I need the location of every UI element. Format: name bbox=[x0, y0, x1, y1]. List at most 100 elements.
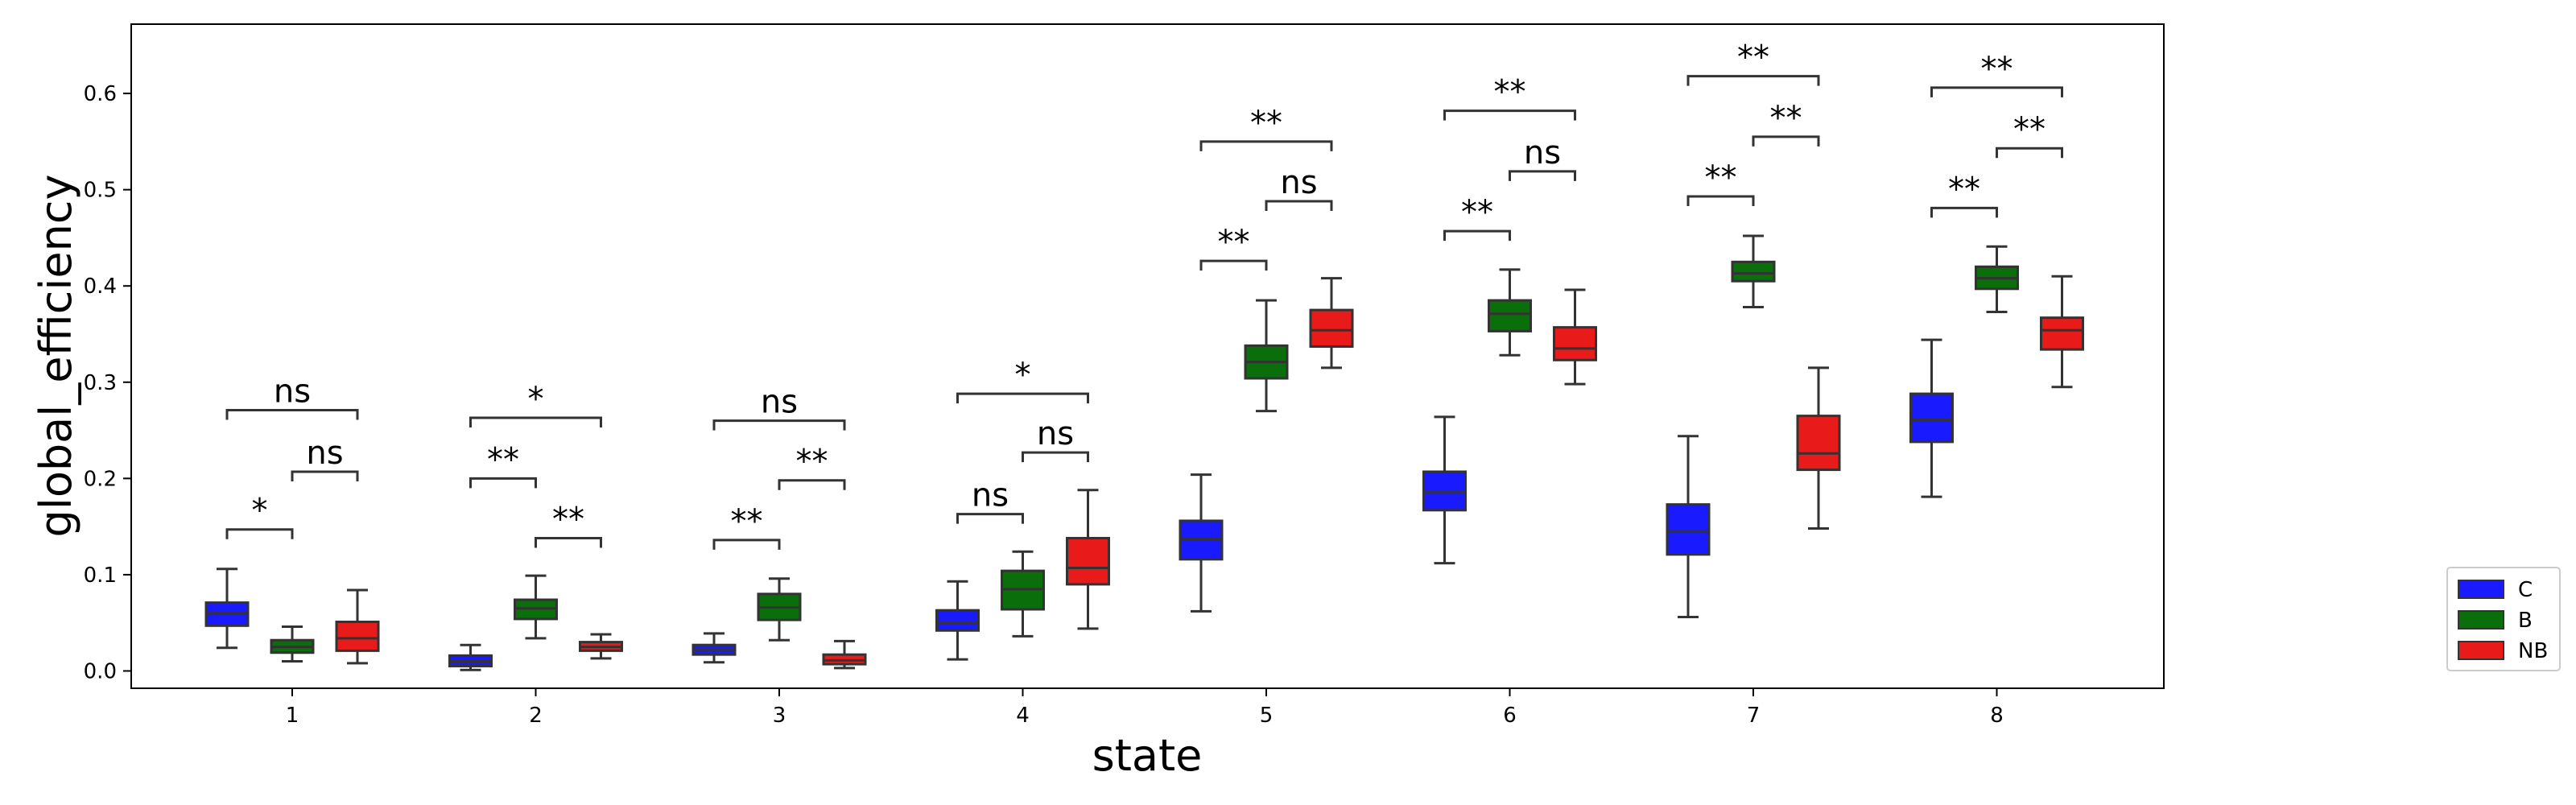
bracket-line bbox=[1686, 75, 1820, 86]
box-b-state-5 bbox=[1244, 299, 1289, 413]
y-tick-label: 0.2 bbox=[84, 467, 117, 491]
bracket-line bbox=[1199, 140, 1333, 151]
box-body bbox=[1553, 326, 1597, 361]
bracket-line bbox=[469, 477, 537, 489]
box-body bbox=[2040, 316, 2084, 351]
bracket-line bbox=[712, 539, 781, 550]
significance-bracket-state-6: ** bbox=[1443, 74, 1576, 121]
bracket-line bbox=[225, 408, 359, 420]
legend: CB NB bbox=[2446, 567, 2561, 671]
y-tick-label: 0.4 bbox=[84, 275, 117, 299]
significance-label: ns bbox=[274, 373, 311, 410]
significance-bracket-state-2: ** bbox=[469, 441, 537, 489]
significance-bracket-state-8: ** bbox=[1930, 171, 1998, 218]
box-series bbox=[204, 234, 2084, 671]
significance-label: ** bbox=[1981, 51, 2013, 88]
significance-label: ns bbox=[761, 384, 798, 421]
bracket-line bbox=[291, 470, 359, 481]
box-nb-state-1 bbox=[335, 588, 380, 665]
legend-item-nb: NB bbox=[2458, 639, 2548, 663]
significance-label: ns bbox=[972, 477, 1009, 514]
bracket-line bbox=[712, 419, 846, 431]
significance-bracket-state-4: ns bbox=[1022, 415, 1089, 463]
x-tick-label: 5 bbox=[1260, 704, 1274, 728]
box-b-state-4 bbox=[1001, 550, 1045, 638]
significance-label: ** bbox=[2013, 111, 2046, 148]
significance-label: ** bbox=[1250, 105, 1282, 142]
significance-label: ** bbox=[731, 503, 763, 540]
bracket-line bbox=[1509, 170, 1576, 181]
box-nb-state-2 bbox=[579, 633, 623, 660]
box-c-state-8 bbox=[1909, 338, 1954, 498]
box-nb-state-7 bbox=[1796, 366, 1841, 530]
significance-bracket-state-5: ** bbox=[1199, 105, 1333, 151]
significance-bracket-state-3: ** bbox=[778, 444, 846, 490]
significance-label: ** bbox=[1705, 159, 1737, 196]
box-body bbox=[1796, 415, 1841, 472]
significance-label: ** bbox=[1494, 74, 1526, 111]
x-axis: 1 2 3 4 5 6 7 8 bbox=[286, 688, 2004, 728]
box-b-state-2 bbox=[514, 574, 558, 640]
box-nb-state-3 bbox=[822, 639, 867, 670]
significance-label: ** bbox=[552, 501, 584, 538]
significance-bracket-state-5: ** bbox=[1199, 224, 1268, 271]
significance-label: ** bbox=[1461, 194, 1493, 231]
legend-label: C bbox=[2518, 578, 2533, 602]
bracket-line bbox=[1752, 135, 1820, 147]
box-body bbox=[1731, 260, 1776, 283]
significance-bracket-state-7: ** bbox=[1686, 39, 1820, 86]
box-b-state-1 bbox=[270, 625, 315, 663]
box-nb-state-4 bbox=[1066, 489, 1110, 630]
x-tick-label: 3 bbox=[773, 704, 786, 728]
bracket-line bbox=[225, 528, 294, 539]
box-c-state-1 bbox=[204, 568, 250, 650]
bracket-line bbox=[1199, 259, 1268, 271]
x-tick-label: 7 bbox=[1747, 704, 1761, 728]
y-tick-label: 0.6 bbox=[84, 82, 117, 106]
box-c-state-7 bbox=[1666, 435, 1711, 619]
legend-label: NB bbox=[2518, 639, 2548, 663]
box-body bbox=[1066, 536, 1110, 586]
legend-swatch bbox=[2458, 610, 2504, 630]
significance-label: * bbox=[252, 493, 268, 530]
significance-bracket-state-3: ** bbox=[712, 503, 781, 550]
bracket-line bbox=[1930, 86, 2063, 97]
significance-bracket-state-1: * bbox=[225, 493, 294, 539]
x-tick-label: 8 bbox=[1990, 704, 2004, 728]
significance-label: ** bbox=[1218, 224, 1250, 261]
bracket-line bbox=[956, 513, 1024, 524]
significance-bracket-state-1: ns bbox=[225, 373, 359, 420]
significance-label: ns bbox=[1524, 134, 1561, 171]
significance-brackets: *nsns*********nsnsns***ns****ns*********… bbox=[225, 39, 2063, 550]
bracket-line bbox=[469, 416, 602, 428]
box-c-state-2 bbox=[448, 643, 493, 671]
significance-bracket-state-8: ** bbox=[1930, 51, 2063, 97]
y-axis-label: global_efficiency bbox=[31, 175, 81, 538]
bracket-line bbox=[1930, 206, 1998, 218]
box-c-state-3 bbox=[691, 632, 737, 664]
box-body bbox=[1309, 308, 1354, 349]
box-nb-state-5 bbox=[1309, 277, 1354, 369]
plot-area bbox=[130, 23, 2165, 689]
significance-bracket-state-7: ** bbox=[1752, 100, 1820, 147]
significance-bracket-state-6: ** bbox=[1443, 194, 1511, 242]
x-tick-label: 2 bbox=[529, 704, 543, 728]
bracket-line bbox=[1686, 195, 1755, 207]
bracket-line bbox=[778, 479, 846, 490]
bracket-line bbox=[1443, 109, 1576, 121]
significance-label: ** bbox=[1948, 171, 1980, 208]
y-tick-label: 0.3 bbox=[84, 371, 117, 395]
significance-label: ** bbox=[1737, 39, 1769, 76]
box-body bbox=[335, 621, 380, 652]
box-body bbox=[935, 609, 980, 632]
box-b-state-8 bbox=[1975, 245, 2019, 313]
legend-swatch bbox=[2458, 641, 2504, 660]
box-b-state-6 bbox=[1488, 268, 1532, 357]
significance-label: ns bbox=[1280, 164, 1317, 201]
x-tick-label: 6 bbox=[1503, 704, 1517, 728]
significance-bracket-state-7: ** bbox=[1686, 159, 1755, 207]
y-tick-label: 0.1 bbox=[84, 564, 117, 588]
box-b-state-3 bbox=[757, 577, 802, 642]
significance-bracket-state-3: ns bbox=[712, 384, 846, 431]
